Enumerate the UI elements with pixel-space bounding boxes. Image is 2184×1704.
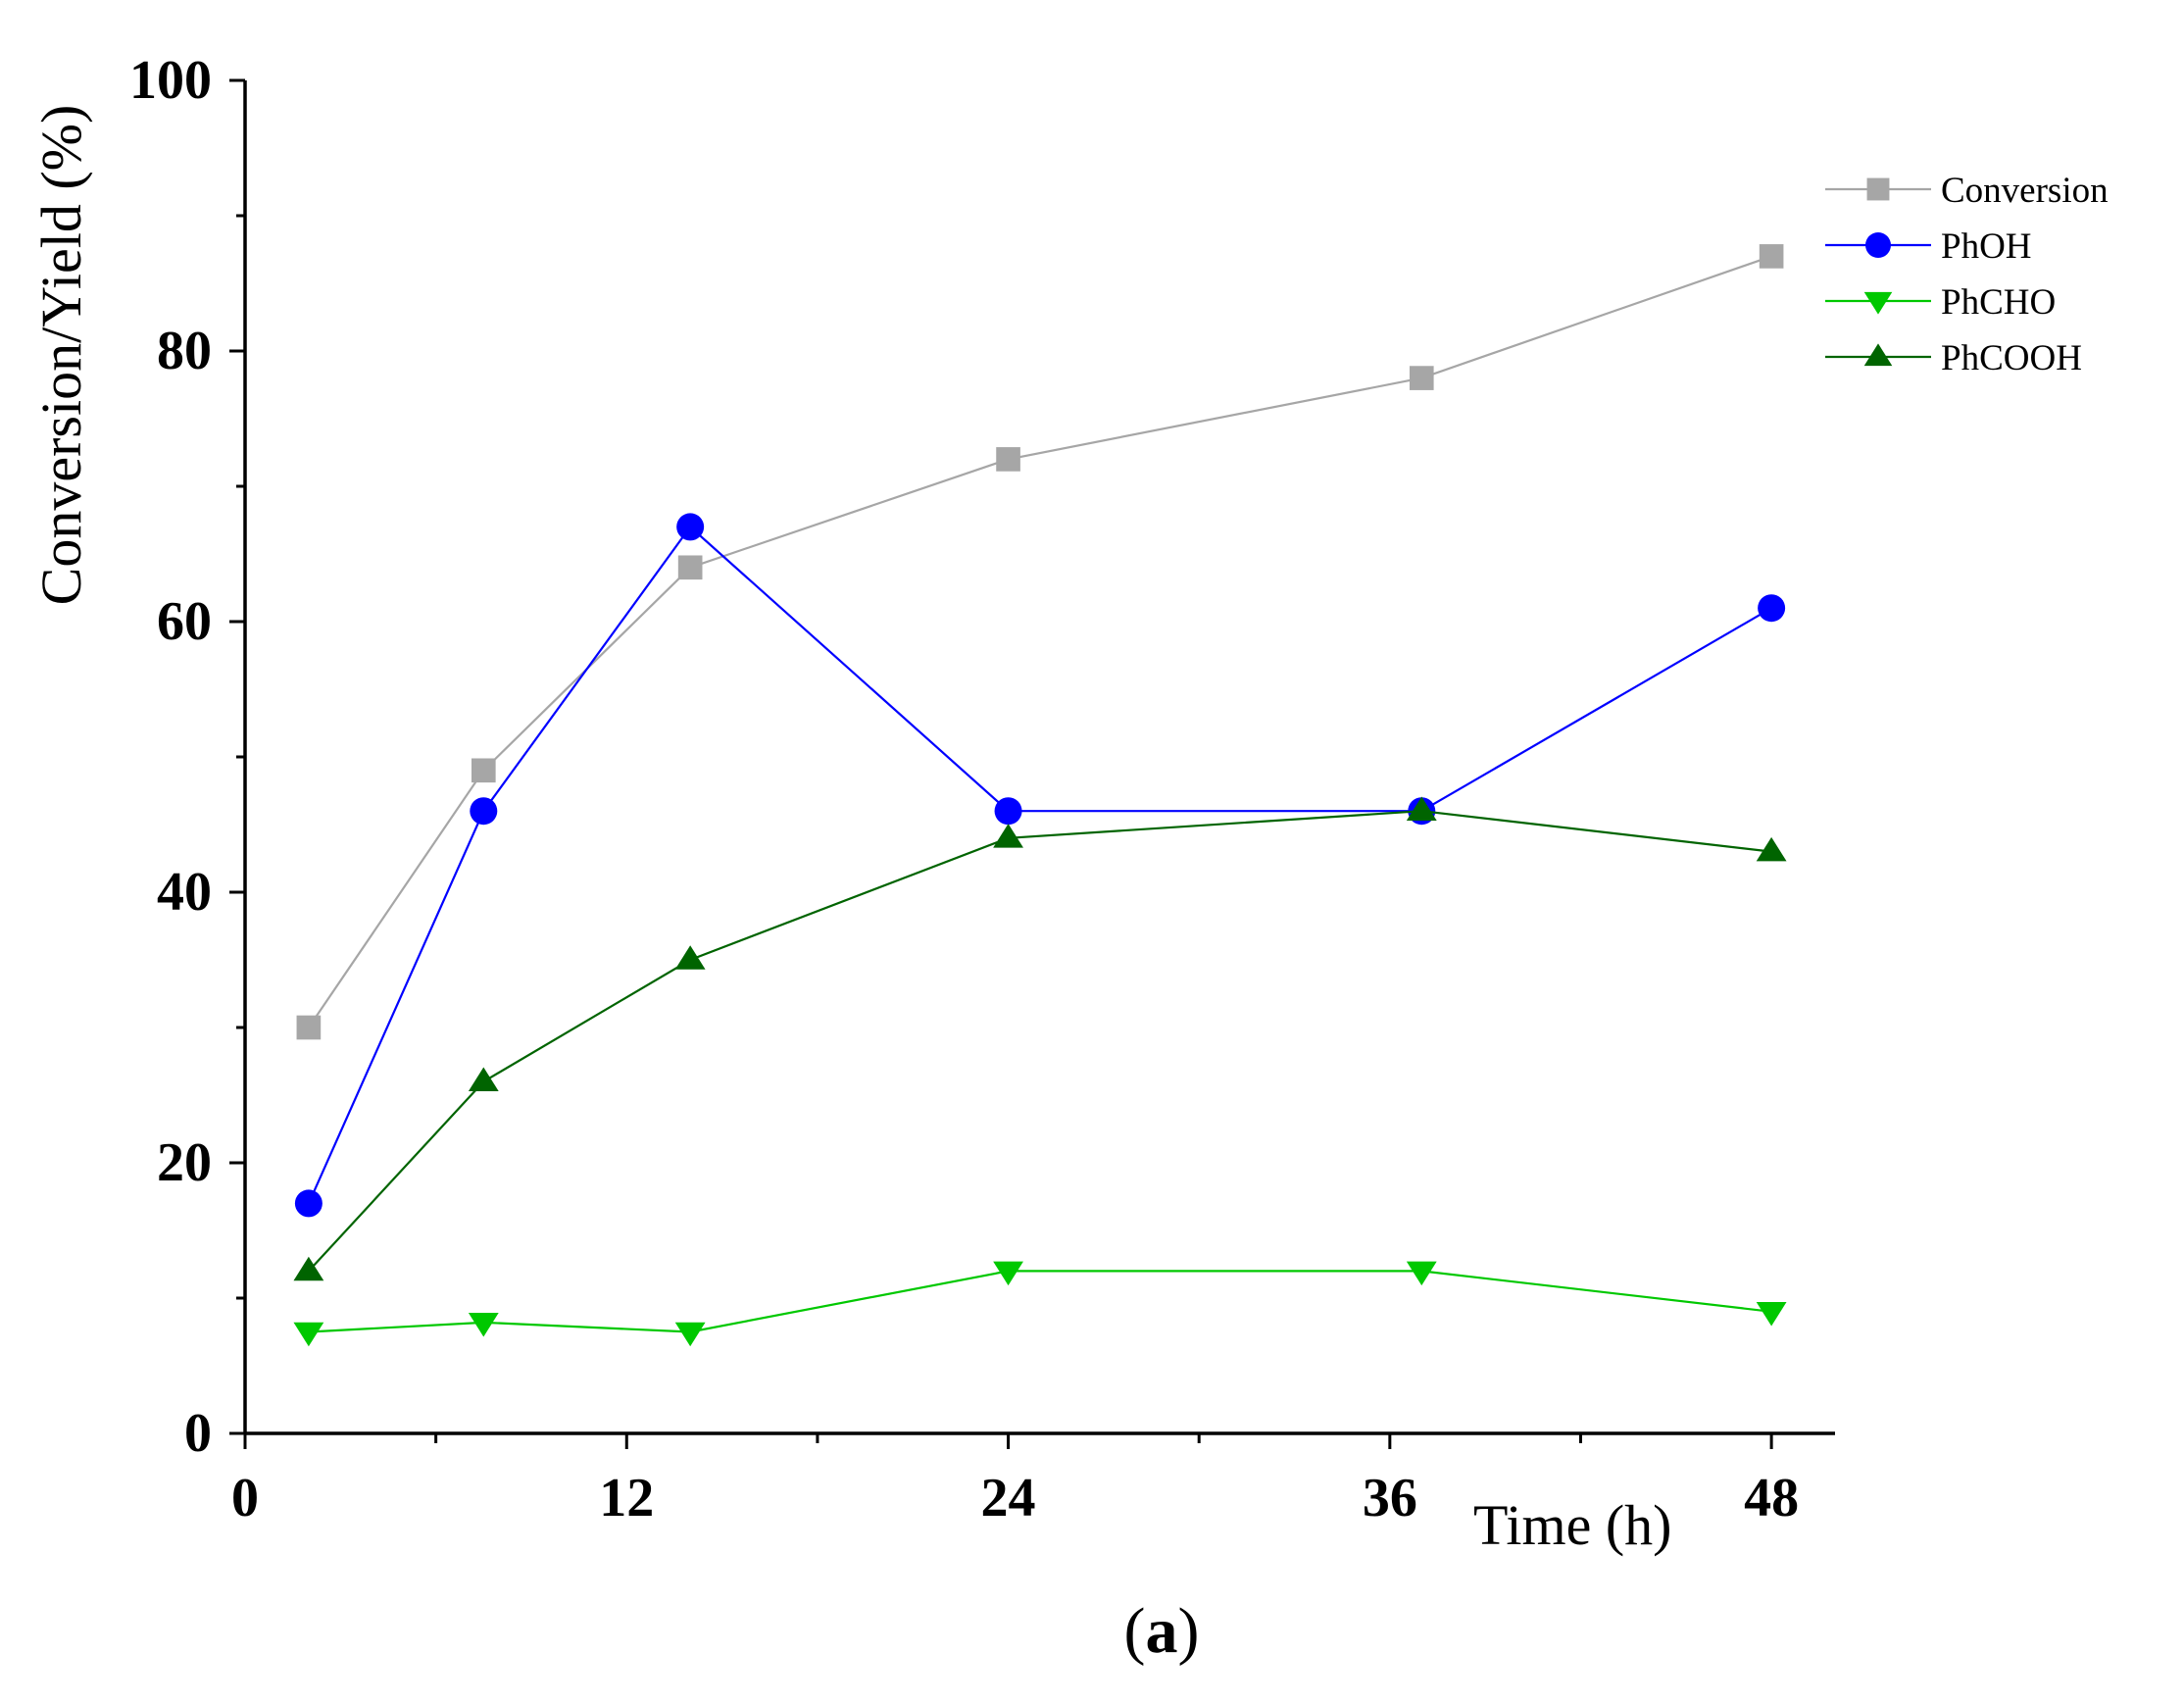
legend-label: PhCHO bbox=[1941, 282, 2056, 323]
series-layer bbox=[293, 244, 1787, 1347]
data-point-phcho bbox=[1406, 1261, 1437, 1286]
legend-marker-phcho bbox=[1863, 291, 1893, 315]
series-line-phcooh bbox=[308, 810, 1772, 1273]
series-phcooh bbox=[293, 796, 1787, 1281]
data-point-phcho bbox=[993, 1261, 1023, 1286]
legend: Conversion PhOH PhCHO PhCOOH bbox=[1825, 171, 2109, 378]
legend-marker-phoh bbox=[1865, 232, 1891, 258]
legend-label: PhCOOH bbox=[1941, 338, 2082, 378]
legend-marker-conversion bbox=[1866, 177, 1890, 201]
data-point-phcho bbox=[674, 1322, 706, 1347]
x-tick-label: 24 bbox=[981, 1468, 1036, 1529]
panel-label-letter: a bbox=[1146, 1595, 1178, 1667]
data-point-phcooh bbox=[1756, 836, 1787, 862]
series-line-phoh bbox=[307, 525, 1772, 1204]
data-point-conversion bbox=[996, 447, 1020, 472]
data-point-phcho bbox=[293, 1322, 324, 1347]
data-point-phoh bbox=[1758, 594, 1786, 623]
data-point-phcho bbox=[468, 1313, 499, 1337]
data-point-phcooh bbox=[1406, 796, 1437, 821]
legend-item-conversion: Conversion bbox=[1825, 171, 2109, 211]
data-point-phcooh bbox=[468, 1067, 499, 1091]
data-point-conversion bbox=[1759, 244, 1784, 269]
panel-label: (a) bbox=[1124, 1595, 1200, 1667]
legend-label: Conversion bbox=[1941, 171, 2109, 211]
y-tick-label: 60 bbox=[157, 591, 212, 652]
data-point-phcho bbox=[1756, 1302, 1787, 1327]
data-point-phcooh bbox=[293, 1256, 324, 1281]
legend-item-phoh: PhOH bbox=[1825, 226, 2032, 267]
y-tick-label: 100 bbox=[129, 50, 212, 111]
series-line-phcho bbox=[308, 1270, 1772, 1333]
y-tick-label: 80 bbox=[157, 321, 212, 381]
legend-item-phcho: PhCHO bbox=[1825, 282, 2056, 323]
y-tick-label: 20 bbox=[157, 1132, 212, 1193]
series-line-conversion bbox=[307, 255, 1772, 1028]
axes: 0 20 40 60 80 100 0 12 24 36 48 bbox=[129, 50, 1835, 1529]
data-point-phoh bbox=[994, 797, 1022, 826]
data-point-conversion bbox=[296, 1015, 322, 1040]
panel-label-open: ( bbox=[1124, 1595, 1146, 1667]
series-phoh bbox=[294, 513, 1786, 1218]
data-point-phoh bbox=[470, 797, 498, 826]
legend-label: PhOH bbox=[1941, 226, 2032, 267]
legend-marker-phcooh bbox=[1863, 343, 1893, 367]
legend-item-phcooh: PhCOOH bbox=[1825, 338, 2082, 378]
y-tick-label: 0 bbox=[184, 1403, 212, 1464]
series-conversion bbox=[296, 244, 1784, 1040]
data-point-conversion bbox=[471, 758, 496, 783]
data-point-phoh bbox=[294, 1189, 323, 1218]
data-point-phcooh bbox=[993, 824, 1023, 848]
x-tick-label: 48 bbox=[1744, 1468, 1799, 1529]
x-axis-title: Time (h) bbox=[1473, 1493, 1672, 1557]
x-tick-label: 12 bbox=[599, 1468, 654, 1529]
panel-label-close: ) bbox=[1178, 1595, 1200, 1667]
series-phcho bbox=[293, 1261, 1787, 1347]
data-point-phcooh bbox=[674, 945, 706, 970]
data-point-conversion bbox=[1409, 366, 1434, 390]
data-point-phoh bbox=[676, 513, 705, 541]
data-point-conversion bbox=[677, 555, 703, 580]
y-tick-label: 40 bbox=[157, 862, 212, 923]
x-tick-label: 0 bbox=[231, 1468, 259, 1529]
x-tick-label: 36 bbox=[1363, 1468, 1417, 1529]
y-axis-title: Conversion/Yield (%) bbox=[29, 105, 93, 606]
